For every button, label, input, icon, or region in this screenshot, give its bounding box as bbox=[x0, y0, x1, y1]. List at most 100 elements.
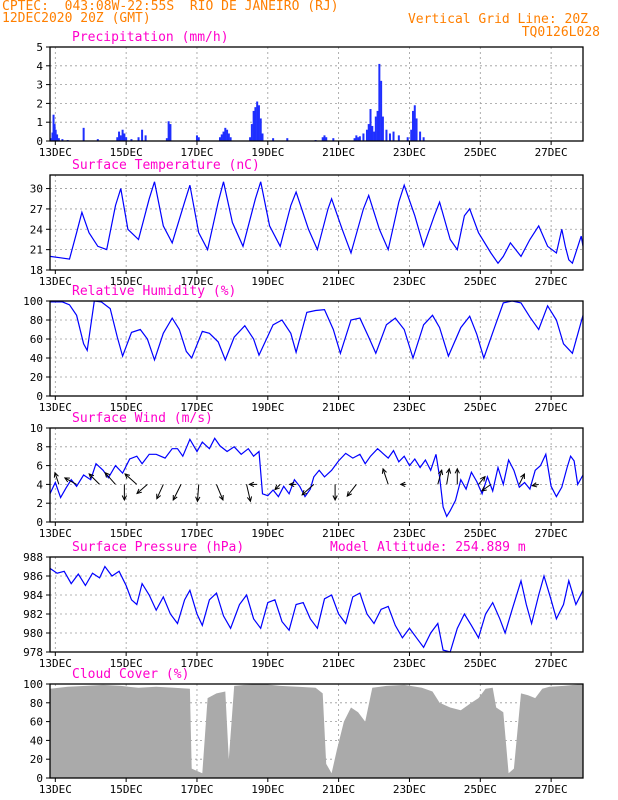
y-tick-label: 27 bbox=[30, 203, 43, 216]
wind-arrow-head bbox=[172, 494, 178, 502]
wind-arrow bbox=[346, 484, 357, 497]
wind-arrow bbox=[382, 468, 389, 485]
x-tick-label: 15DEC bbox=[110, 275, 143, 288]
x-tick-label: 25DEC bbox=[464, 527, 497, 540]
precip-bar bbox=[371, 125, 374, 141]
x-tick-label: 13DEC bbox=[39, 783, 72, 796]
precip-bar bbox=[256, 101, 259, 141]
wind-arrow bbox=[478, 476, 486, 485]
y-tick-label: 3 bbox=[36, 79, 43, 92]
precip-bar bbox=[388, 133, 391, 141]
y-tick-label: 0 bbox=[36, 516, 43, 529]
precip-bar bbox=[224, 127, 227, 141]
y-tick-label: 24 bbox=[30, 223, 44, 236]
pressure-title: Surface Pressure (hPa) bbox=[72, 540, 244, 555]
wind-arrow-head bbox=[63, 477, 70, 483]
wind-arrow-head bbox=[248, 481, 255, 488]
header-line2-right: TQ0126L028 bbox=[521, 25, 600, 40]
x-tick-label: 21DEC bbox=[322, 146, 355, 159]
precip-bar bbox=[226, 129, 229, 141]
wind-arrow bbox=[88, 473, 100, 485]
x-tick-label: 25DEC bbox=[464, 657, 497, 670]
precipitation-panel: 0 1 2 3 4 5 13DEC 15DEC 17DEC 19DEC 21DEC 23DEC 25DE… bbox=[36, 30, 584, 159]
panel-frame bbox=[49, 556, 584, 653]
wind-arrow bbox=[156, 484, 164, 499]
precip-bar bbox=[385, 129, 388, 141]
wind-arrow-head bbox=[288, 481, 295, 488]
x-tick-label: 25DEC bbox=[464, 401, 497, 414]
x-tick-label: 23DEC bbox=[393, 657, 426, 670]
precip-bar bbox=[286, 138, 289, 141]
x-tick-label: 19DEC bbox=[251, 657, 284, 670]
precip-bar bbox=[54, 129, 57, 141]
precip-bar bbox=[118, 131, 121, 141]
precip-bar bbox=[227, 133, 230, 141]
precip-bar bbox=[272, 138, 275, 141]
precip-bar bbox=[406, 137, 409, 141]
precip-bar bbox=[380, 80, 383, 141]
wind-arrow bbox=[172, 484, 182, 501]
y-tick-label: 10 bbox=[30, 422, 43, 435]
precip-bar bbox=[413, 105, 416, 141]
x-tick-label: 17DEC bbox=[180, 783, 213, 796]
x-tick-label: 17DEC bbox=[180, 657, 213, 670]
x-tick-label: 27DEC bbox=[535, 527, 568, 540]
x-tick-label: 17DEC bbox=[180, 146, 213, 159]
y-tick-label: 982 bbox=[23, 608, 43, 621]
x-tick-label: 15DEC bbox=[110, 146, 143, 159]
wind-arrow-head bbox=[454, 467, 460, 474]
precip-bar bbox=[123, 133, 126, 141]
precip-bar bbox=[125, 137, 128, 141]
wind-arrow bbox=[215, 484, 224, 501]
x-tick-label: 15DEC bbox=[110, 657, 143, 670]
precip-bar bbox=[51, 132, 54, 141]
y-tick-label: 100 bbox=[23, 295, 43, 308]
x-tick-label: 27DEC bbox=[535, 146, 568, 159]
y-tick-label: 978 bbox=[23, 646, 43, 659]
wind-arrow-head bbox=[480, 475, 486, 482]
precip-bar bbox=[169, 124, 172, 141]
pressure-panel: 978 980 982 984 986 988 13DEC 15DEC 17DEC 19DEC 21… bbox=[23, 540, 584, 670]
y-tick-label: 5 bbox=[36, 41, 43, 54]
precip-bar bbox=[353, 138, 356, 141]
x-tick-label: 21DEC bbox=[322, 275, 355, 288]
x-tick-label: 27DEC bbox=[535, 657, 568, 670]
wind-arrow bbox=[136, 484, 148, 494]
panel-frame bbox=[49, 300, 584, 397]
x-tick-label: 19DEC bbox=[251, 146, 284, 159]
precip-bar bbox=[252, 110, 255, 141]
precip-bar bbox=[249, 137, 252, 141]
precip-bar bbox=[323, 135, 326, 141]
precip-bar bbox=[218, 137, 221, 141]
panel-frame bbox=[49, 46, 584, 142]
x-tick-label: 25DEC bbox=[464, 146, 497, 159]
precip-bar bbox=[412, 110, 415, 141]
y-tick-label: 20 bbox=[30, 753, 43, 766]
x-tick-label: 19DEC bbox=[251, 527, 284, 540]
x-tick-label: 23DEC bbox=[393, 146, 426, 159]
precip-bar bbox=[96, 139, 99, 141]
x-tick-label: 23DEC bbox=[393, 527, 426, 540]
x-tick-label: 27DEC bbox=[535, 783, 568, 796]
wind-arrow bbox=[481, 483, 492, 492]
x-tick-label: 17DEC bbox=[180, 527, 213, 540]
x-tick-label: 13DEC bbox=[39, 657, 72, 670]
precip-bar bbox=[325, 137, 328, 141]
x-tick-label: 13DEC bbox=[39, 275, 72, 288]
wind-arrow bbox=[124, 473, 138, 485]
wind-arrow-head bbox=[399, 481, 406, 488]
precip-bar bbox=[332, 138, 335, 141]
wind-series-line bbox=[49, 437, 584, 518]
precip-bar bbox=[229, 137, 232, 141]
wind-arrow bbox=[301, 484, 315, 496]
precip-bar bbox=[376, 110, 379, 141]
wind-arrow bbox=[518, 473, 525, 485]
header-line2-left: 12DEC2020 20Z (GMT) bbox=[2, 11, 151, 26]
y-tick-label: 21 bbox=[30, 244, 43, 257]
y-tick-label: 60 bbox=[30, 333, 43, 346]
wind-arrow-head bbox=[121, 495, 127, 502]
y-tick-label: 984 bbox=[23, 589, 43, 602]
precip-bar bbox=[130, 139, 133, 141]
header-line1-right: Vertical Grid Line: 20Z bbox=[407, 12, 588, 27]
cloud-cover-area bbox=[50, 684, 583, 778]
